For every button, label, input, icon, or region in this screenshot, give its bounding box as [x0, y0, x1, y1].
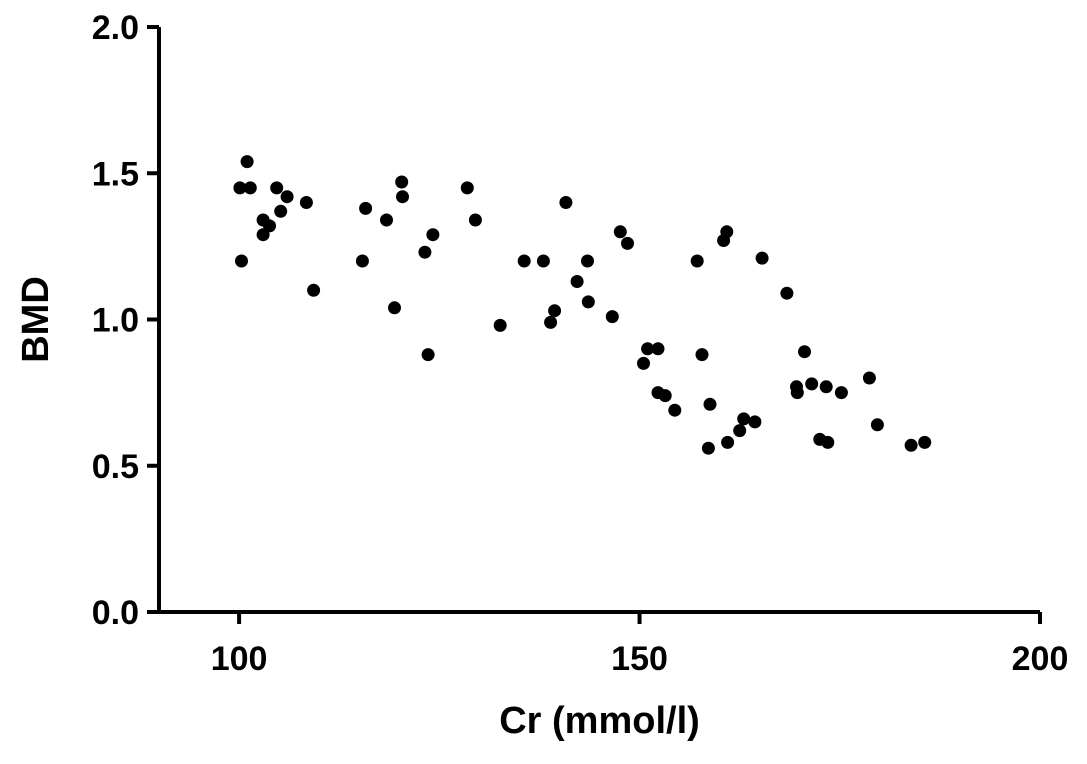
scatter-point — [805, 377, 819, 391]
scatter-point — [559, 196, 573, 209]
scatter-point — [395, 175, 409, 189]
scatter-point — [581, 295, 595, 309]
scatter-point — [721, 435, 735, 449]
scatter-point — [570, 275, 584, 288]
scatter-point — [613, 225, 627, 239]
scatter-point — [780, 286, 794, 300]
scatter-point — [536, 254, 550, 268]
scatter-point — [641, 342, 655, 356]
x-axis-label: Cr (mmol/l) — [499, 700, 700, 742]
scatter-point — [918, 435, 932, 449]
scatter-point — [544, 315, 558, 329]
scatter-point — [235, 254, 248, 268]
x-tick-label: 200 — [1012, 640, 1069, 678]
scatter-point — [359, 201, 373, 215]
scatter-point — [668, 403, 682, 417]
scatter-point — [274, 204, 288, 218]
scatter-point — [307, 283, 321, 297]
scatter-point — [517, 254, 531, 268]
scatter-point — [548, 304, 562, 318]
scatter-point — [658, 389, 672, 403]
scatter-point — [263, 219, 276, 233]
x-tick-label: 150 — [611, 640, 668, 678]
scatter-point — [651, 342, 665, 356]
scatter-point — [388, 301, 401, 315]
scatter-point — [621, 236, 634, 250]
scatter-point — [299, 196, 313, 209]
scatter-point — [733, 424, 747, 438]
y-tick-label: 1.5 — [92, 155, 139, 193]
scatter-point — [355, 254, 369, 268]
scatter-point — [862, 371, 876, 385]
scatter-point — [637, 356, 650, 370]
x-axis-ticks: 100 150 200 — [211, 612, 1069, 678]
scatter-point — [426, 228, 440, 242]
scatter-point — [233, 181, 247, 195]
scatter-point — [701, 441, 715, 455]
scatter-point — [703, 397, 717, 411]
scatter-point — [460, 181, 474, 195]
scatter-point — [240, 155, 254, 169]
y-axis-label: BMD — [15, 276, 57, 363]
scatter-point — [737, 412, 751, 426]
scatter-point — [270, 181, 284, 195]
x-tick-label: 100 — [211, 640, 268, 678]
scatter-point — [468, 213, 482, 227]
scatter-point — [720, 225, 734, 239]
scatter-point — [819, 380, 833, 394]
scatter-point — [834, 386, 848, 400]
scatter-point — [418, 245, 432, 259]
scatter-point — [605, 310, 619, 324]
y-axis-ticks: 0.0 0.5 1.0 1.5 2.0 — [92, 9, 159, 632]
scatter-point — [380, 213, 393, 227]
scatter-point — [748, 415, 762, 429]
scatter-point — [790, 386, 804, 400]
scatter-point — [581, 254, 594, 268]
scatter-point — [280, 190, 294, 204]
y-tick-label: 0.5 — [92, 448, 139, 486]
scatter-point — [396, 190, 409, 204]
scatter-point — [421, 348, 435, 362]
scatter-point — [821, 435, 835, 449]
data-points — [233, 155, 932, 455]
scatter-point — [870, 418, 884, 432]
axes-frame — [157, 27, 1040, 614]
scatter-point — [493, 318, 507, 332]
scatter-point — [798, 345, 811, 359]
scatter-point — [690, 254, 704, 268]
scatter-point — [243, 181, 257, 195]
y-tick-label: 1.0 — [92, 302, 139, 340]
y-tick-label: 0.0 — [92, 594, 139, 632]
scatter-point — [904, 438, 918, 452]
scatter-point — [755, 251, 769, 265]
y-tick-label: 2.0 — [92, 9, 139, 47]
scatter-point — [695, 348, 709, 362]
